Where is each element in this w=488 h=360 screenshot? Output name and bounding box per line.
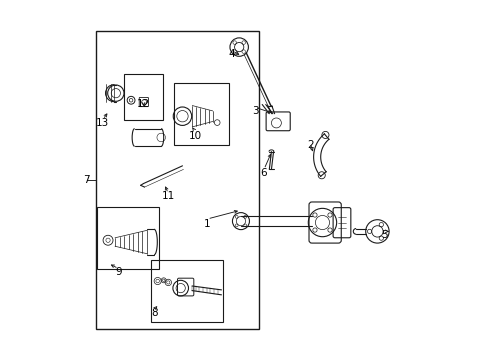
Bar	[96, 31, 258, 329]
Text: 10: 10	[188, 131, 201, 141]
Bar	[173, 82, 228, 145]
Text: 13: 13	[96, 118, 109, 128]
Text: 3: 3	[251, 106, 258, 116]
Bar	[124, 74, 163, 120]
Text: 12: 12	[137, 99, 150, 109]
Text: 5: 5	[381, 230, 387, 240]
Text: 2: 2	[306, 140, 313, 149]
Text: 9: 9	[115, 267, 122, 277]
Text: 1: 1	[203, 219, 210, 229]
Bar	[97, 207, 159, 269]
Text: 7: 7	[83, 175, 90, 185]
Circle shape	[107, 85, 124, 101]
Text: 11: 11	[162, 191, 175, 201]
Text: 4: 4	[228, 49, 235, 59]
Text: 6: 6	[260, 168, 267, 178]
Text: 8: 8	[150, 308, 157, 318]
Bar	[150, 260, 223, 322]
